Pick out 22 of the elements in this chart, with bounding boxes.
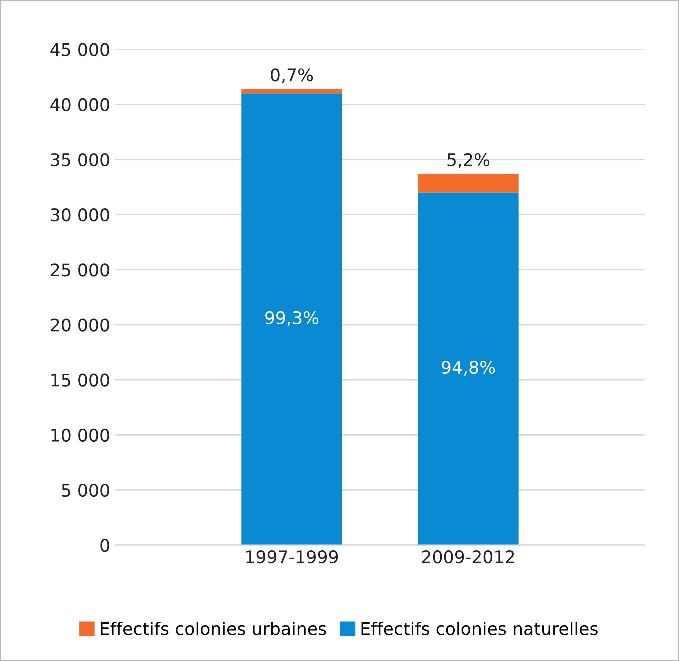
y-tick-label: 5 000	[62, 484, 110, 498]
y-tick-label: 30 000	[51, 208, 110, 222]
annotation: 0,7%	[271, 68, 314, 84]
legend-label: Effectifs colonies urbaines	[101, 622, 326, 636]
bar	[242, 89, 342, 94]
annotation: 5,2%	[448, 153, 490, 168]
bar	[242, 94, 342, 546]
bar	[418, 192, 519, 546]
x-tick-label: 1997-1999	[246, 550, 338, 564]
y-tick-label: 20 000	[51, 318, 110, 332]
annotation: 99,3%	[265, 311, 319, 326]
y-tick-label: 15 000	[52, 374, 110, 387]
y-tick-label: 45 000	[50, 43, 110, 56]
x-tick-label: 2009-2012	[422, 550, 514, 564]
annotation: 94,8%	[442, 360, 496, 376]
y-tick-label: 25 000	[51, 264, 110, 277]
y-tick-label: 10 000	[52, 428, 110, 442]
y-tick-label: 35 000	[51, 153, 110, 167]
y-tick-label: 40 000	[50, 98, 110, 112]
legend-label: Effectifs colonies naturelles	[362, 622, 598, 636]
bar	[418, 174, 519, 193]
y-tick-label: 0	[100, 539, 110, 552]
